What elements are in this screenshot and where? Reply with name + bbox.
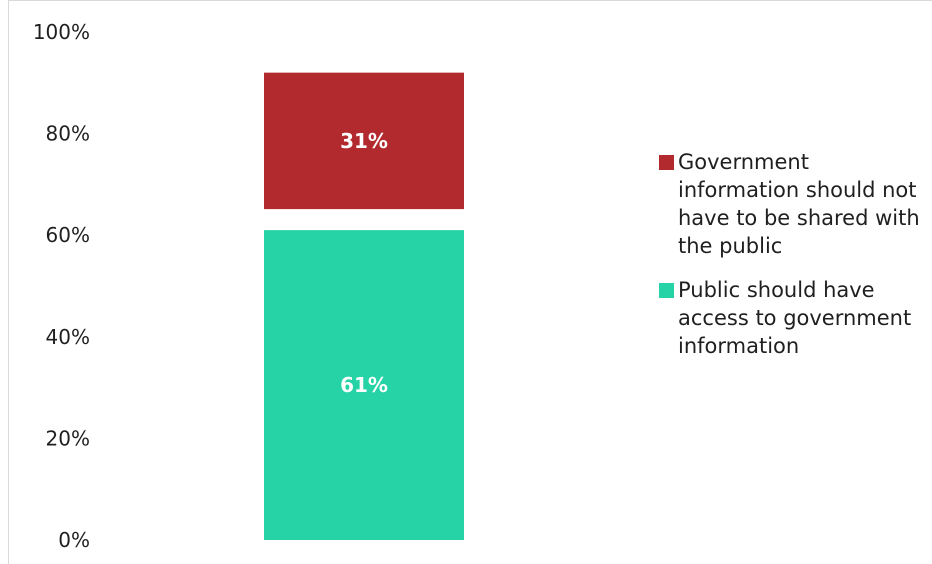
bar-data-label: 31% — [340, 129, 388, 153]
y-tick-label: 60% — [46, 223, 90, 247]
bar-segment — [264, 72, 464, 210]
bar-data-label: 61% — [340, 373, 388, 397]
legend-swatch-teal — [659, 283, 674, 298]
bar-data-labels: 61% 31% — [340, 129, 388, 397]
legend-label: Government information should not have t… — [678, 150, 920, 258]
legend-label: Public should have access to government … — [678, 278, 912, 358]
y-tick-label: 40% — [46, 325, 90, 349]
y-tick-label: 20% — [46, 426, 90, 450]
y-tick-label: 0% — [58, 528, 90, 552]
y-tick-label: 80% — [46, 122, 90, 146]
chart-frame — [8, 0, 932, 564]
y-axis-ticks: 0% 20% 40% 60% 80% 100% — [33, 20, 90, 552]
y-tick-label: 100% — [33, 20, 90, 44]
bar-segment — [264, 230, 464, 540]
legend-swatch-red — [659, 155, 674, 170]
legend: Government information should not have t… — [659, 148, 929, 376]
legend-item-government-not-shared: Government information should not have t… — [659, 148, 929, 260]
legend-item-public-access: Public should have access to government … — [659, 276, 929, 360]
bars — [264, 72, 464, 540]
